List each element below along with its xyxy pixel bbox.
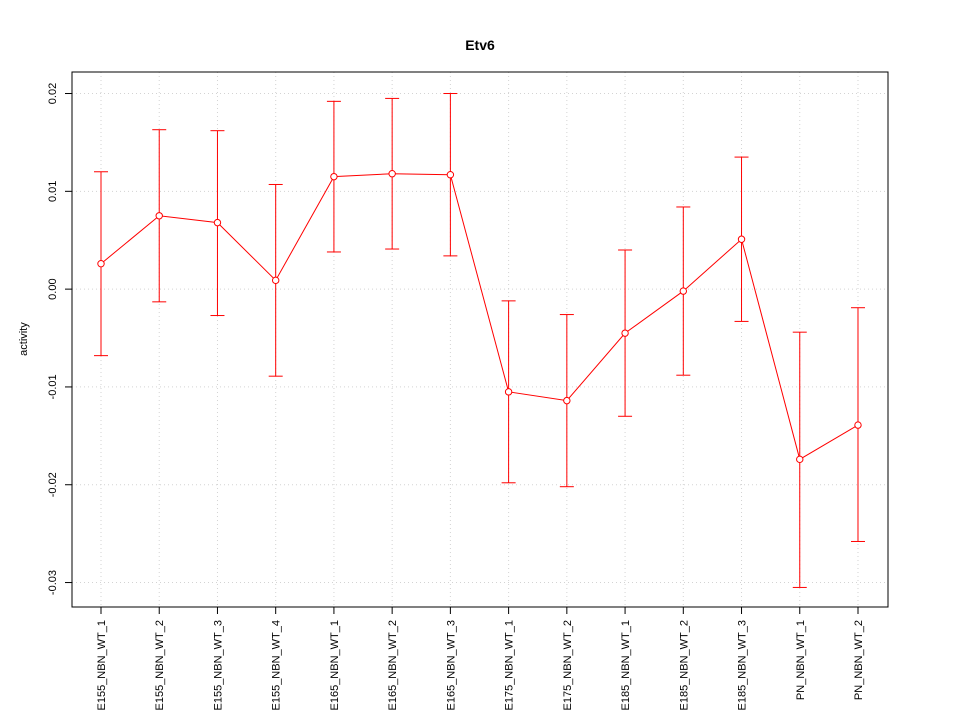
y-tick-label: -0.01 <box>47 374 59 399</box>
data-point <box>679 287 687 295</box>
data-point <box>97 260 105 268</box>
x-tick-label: PN_NBN_WT_1 <box>795 620 807 700</box>
data-point <box>213 218 222 227</box>
x-tick-label: E165_NBN_WT_3 <box>445 620 457 711</box>
x-tick-label: E165_NBN_WT_2 <box>387 620 399 711</box>
data-point <box>621 329 629 337</box>
x-tick-label: E175_NBN_WT_2 <box>562 620 574 711</box>
data-point <box>504 388 513 396</box>
x-tick-label: PN_NBN_WT_2 <box>853 620 865 700</box>
plot-frame <box>71 71 889 608</box>
x-tick-label: E165_NBN_WT_1 <box>329 620 341 711</box>
data-point <box>388 170 396 178</box>
data-layer <box>94 93 865 588</box>
series-line <box>100 173 859 461</box>
x-tick-label: E175_NBN_WT_1 <box>504 620 516 711</box>
y-tick-label: 0.00 <box>47 278 59 299</box>
y-tick-label: -0.02 <box>47 472 59 497</box>
data-point <box>155 212 163 220</box>
x-tick-label: E185_NBN_WT_3 <box>737 620 749 711</box>
grid <box>72 72 888 607</box>
y-tick-label: -0.03 <box>47 570 59 595</box>
x-tick-label: E155_NBN_WT_1 <box>96 620 108 711</box>
chart-title: Etv6 <box>465 37 495 53</box>
data-point <box>737 235 746 243</box>
y-tick-label: 0.01 <box>47 181 59 202</box>
x-tick-label: E155_NBN_WT_2 <box>154 620 166 711</box>
data-point <box>330 172 338 181</box>
data-point <box>796 455 804 464</box>
data-point <box>446 170 455 179</box>
data-point <box>854 421 862 429</box>
x-tick-label: E155_NBN_WT_4 <box>271 620 283 711</box>
data-point <box>271 276 280 285</box>
y-tick-label: 0.02 <box>47 83 59 104</box>
x-tick-label: E155_NBN_WT_3 <box>212 620 224 711</box>
y-axis: -0.03 -0.02 -0.01 0.00 0.01 0.02 <box>47 83 72 595</box>
x-tick-label: E185_NBN_WT_2 <box>678 620 690 711</box>
x-tick-label: E185_NBN_WT_1 <box>620 620 632 711</box>
y-axis-label: activity <box>18 322 30 356</box>
data-point <box>563 396 571 405</box>
x-axis: E155_NBN_WT_1 E155_NBN_WT_2 E155_NBN_WT_3 E… <box>96 607 865 711</box>
